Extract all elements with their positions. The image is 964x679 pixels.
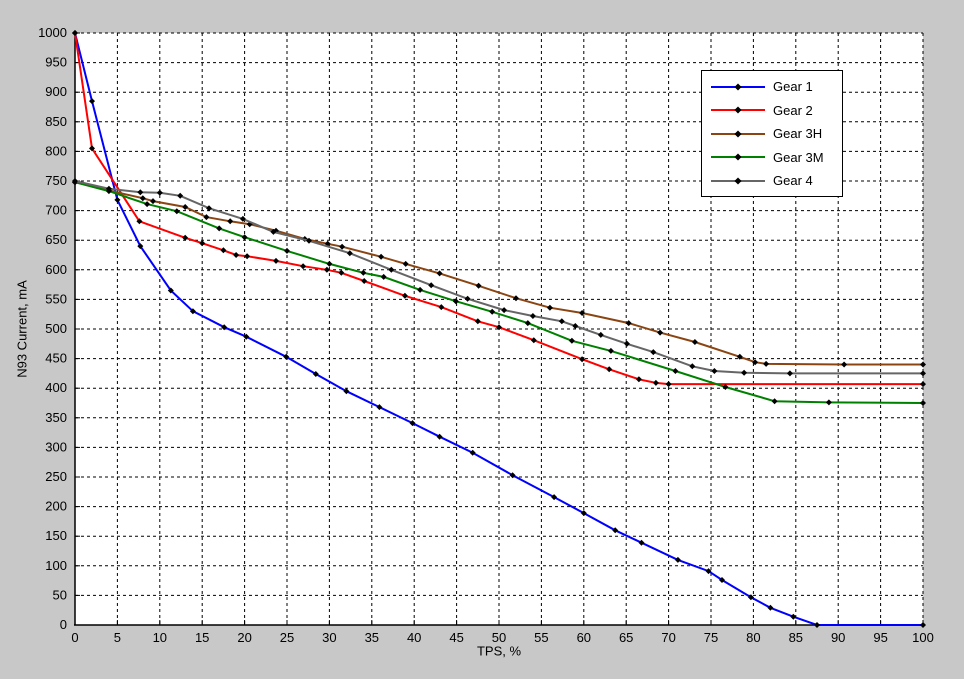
series-gear-3m-markers — [72, 179, 926, 406]
y-axis-label: N93 Current, mA — [14, 280, 30, 378]
svg-text:45: 45 — [449, 630, 463, 645]
legend-line-sample — [711, 129, 765, 138]
svg-text:300: 300 — [45, 439, 67, 454]
svg-text:20: 20 — [237, 630, 251, 645]
svg-text:85: 85 — [789, 630, 803, 645]
x-axis-label: TPS, % — [476, 643, 522, 659]
svg-text:50: 50 — [53, 587, 67, 602]
legend-item-gear-2: Gear 2 — [711, 99, 842, 121]
svg-text:950: 950 — [45, 55, 67, 70]
legend-label: Gear 1 — [773, 79, 813, 94]
svg-text:350: 350 — [45, 410, 67, 425]
legend-line-sample — [711, 176, 765, 185]
svg-text:100: 100 — [912, 630, 934, 645]
legend-label: Gear 3M — [773, 149, 824, 165]
svg-text:150: 150 — [45, 528, 67, 543]
legend-line-sample — [711, 153, 765, 161]
legend-line-sample — [711, 106, 765, 114]
svg-text:0: 0 — [71, 630, 78, 645]
svg-text:70: 70 — [661, 630, 675, 645]
svg-text:850: 850 — [45, 114, 67, 129]
svg-text:0: 0 — [60, 617, 67, 632]
legend-diamond-marker — [734, 129, 742, 138]
series-gear-2-markers — [72, 30, 926, 388]
series-gear-2 — [72, 30, 926, 388]
legend: Gear 1 Gear 2 Gear 3H Gear 3M Gear 4 — [701, 70, 843, 197]
svg-text:500: 500 — [45, 321, 67, 336]
legend-line-sample — [711, 82, 765, 91]
legend-diamond-marker — [734, 176, 742, 185]
legend-label: Gear 3H — [773, 126, 823, 141]
x-tick-labels: 0 5 10 15 20 25 30 35 40 45 50 55 60 65 70 75 80 85 90 95 10… — [71, 630, 933, 645]
legend-item-gear-1: Gear 1 — [711, 76, 842, 98]
series-gear-1-markers — [72, 30, 926, 628]
svg-text:90: 90 — [831, 630, 845, 645]
svg-text:550: 550 — [45, 291, 67, 306]
svg-text:200: 200 — [45, 499, 67, 514]
svg-text:10: 10 — [153, 630, 167, 645]
axis-box — [74, 33, 923, 626]
svg-text:50: 50 — [492, 630, 506, 645]
legend-label: Gear 2 — [773, 102, 813, 118]
svg-text:700: 700 — [45, 203, 67, 218]
series-gear-4-markers — [72, 178, 926, 377]
svg-text:1000: 1000 — [38, 25, 67, 40]
series-gear-1 — [72, 30, 926, 628]
svg-text:40: 40 — [407, 630, 421, 645]
svg-text:95: 95 — [873, 630, 887, 645]
svg-text:400: 400 — [45, 380, 67, 395]
svg-text:30: 30 — [322, 630, 336, 645]
svg-text:75: 75 — [704, 630, 718, 645]
svg-text:55: 55 — [534, 630, 548, 645]
svg-text:900: 900 — [45, 84, 67, 99]
legend-item-gear-3m: Gear 3M — [711, 146, 842, 168]
svg-text:25: 25 — [280, 630, 294, 645]
svg-text:65: 65 — [619, 630, 633, 645]
series-gear-3m — [72, 179, 926, 406]
svg-text:600: 600 — [45, 262, 67, 277]
legend-diamond-marker — [734, 106, 742, 114]
svg-text:100: 100 — [45, 558, 67, 573]
legend-item-gear-4: Gear 4 — [711, 170, 842, 192]
legend-diamond-marker — [734, 82, 742, 91]
svg-text:80: 80 — [746, 630, 760, 645]
svg-text:60: 60 — [577, 630, 591, 645]
svg-text:250: 250 — [45, 469, 67, 484]
svg-text:650: 650 — [45, 232, 67, 247]
svg-text:15: 15 — [195, 630, 209, 645]
legend-label: Gear 4 — [773, 173, 813, 188]
legend-diamond-marker — [734, 153, 742, 161]
svg-text:5: 5 — [114, 630, 121, 645]
series-gear-4 — [72, 178, 926, 377]
svg-text:750: 750 — [45, 173, 67, 188]
svg-text:800: 800 — [45, 143, 67, 158]
svg-text:35: 35 — [365, 630, 379, 645]
y-tick-labels: 0 50 100 150 200 250 300 350 400 450 500 550 600 650 7… — [38, 25, 67, 632]
svg-text:450: 450 — [45, 351, 67, 366]
legend-item-gear-3h: Gear 3H — [711, 123, 842, 145]
